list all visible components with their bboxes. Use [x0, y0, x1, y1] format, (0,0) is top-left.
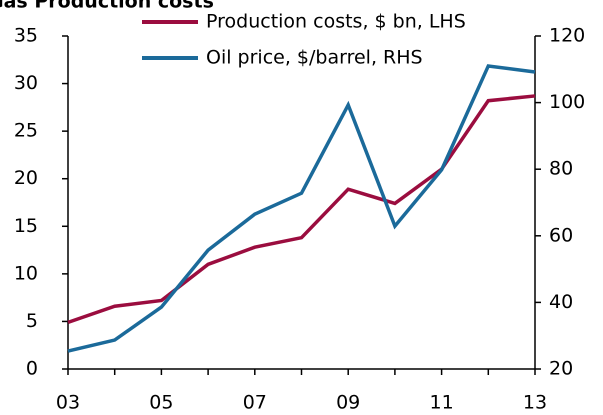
series-line: [67, 94, 536, 325]
series-line: [67, 64, 536, 353]
x-tick-label: 09: [336, 392, 360, 414]
y-tick-label: 15: [14, 215, 38, 237]
x-tick-label: 07: [243, 392, 267, 414]
x-tick-label: 03: [56, 392, 80, 414]
legend-label: Production costs, $ bn, LHS: [206, 11, 466, 33]
legend-label: Oil price, $/barrel, RHS: [206, 47, 423, 69]
y2-tick-label: 60: [549, 224, 573, 246]
y-tick-label: 10: [14, 262, 38, 284]
y2-tick-label: 120: [549, 25, 585, 47]
x-tick-label: 11: [430, 392, 454, 414]
y2-tick-label: 40: [549, 291, 573, 313]
y-tick-label: 25: [14, 120, 38, 142]
y-tick-label: 0: [26, 358, 38, 380]
y-tick-label: 5: [26, 310, 38, 332]
chart-title: Gas Production costs: [0, 0, 214, 13]
x-tick-label: 05: [149, 392, 173, 414]
x-tick-label: 13: [523, 392, 547, 414]
y-tick-label: 30: [14, 72, 38, 94]
y-tick-label: 20: [14, 167, 38, 189]
y2-tick-label: 80: [549, 158, 573, 180]
y-tick-label: 35: [14, 25, 38, 47]
y2-tick-label: 20: [549, 358, 573, 380]
y2-tick-label: 100: [549, 91, 585, 113]
